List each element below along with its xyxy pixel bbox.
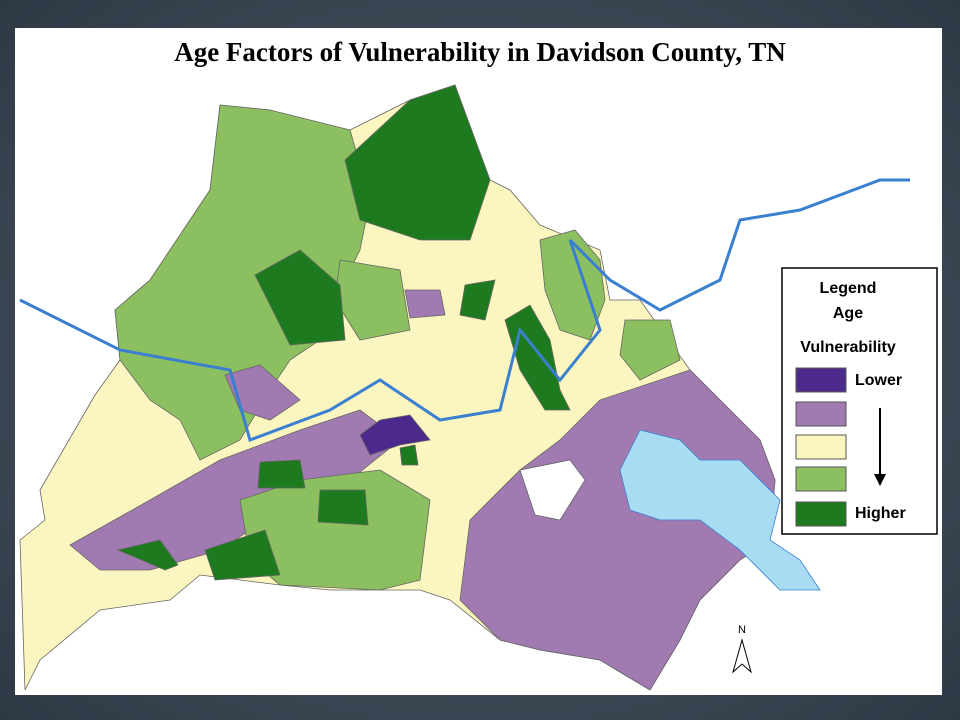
region [224, 364, 301, 421]
region [619, 319, 681, 381]
region [344, 84, 491, 241]
region [459, 369, 776, 691]
north-symbol [732, 638, 752, 674]
map-title: Age Factors of Vulnerability in Davidson… [174, 37, 786, 67]
legend-low-label: Lower [855, 372, 902, 389]
legend-heading: Vulnerability [800, 339, 896, 356]
legend-swatch [795, 501, 847, 527]
region [317, 489, 369, 526]
legend-swatch [795, 401, 847, 427]
county-map [19, 84, 910, 691]
unpopulated-area [519, 459, 586, 521]
region [254, 249, 346, 346]
river [19, 178, 910, 442]
region [459, 279, 496, 321]
lake [619, 429, 821, 591]
north-label: N [738, 624, 746, 636]
region [359, 414, 431, 456]
legend-swatch [795, 367, 847, 393]
north-arrow: N [732, 624, 752, 674]
region [399, 444, 419, 466]
legend-swatch [795, 434, 847, 460]
legend-high-label: Higher [855, 505, 906, 522]
legend-arrow-head [874, 474, 886, 486]
region [204, 529, 281, 581]
region [257, 459, 306, 489]
region [116, 539, 179, 571]
legend-title: Legend [820, 280, 877, 297]
region [69, 409, 401, 571]
region [404, 289, 446, 319]
legend-subtitle: Age [833, 305, 863, 322]
legend: Legend Age Vulnerability Lower Higher [781, 267, 938, 535]
legend-swatch [795, 466, 847, 492]
